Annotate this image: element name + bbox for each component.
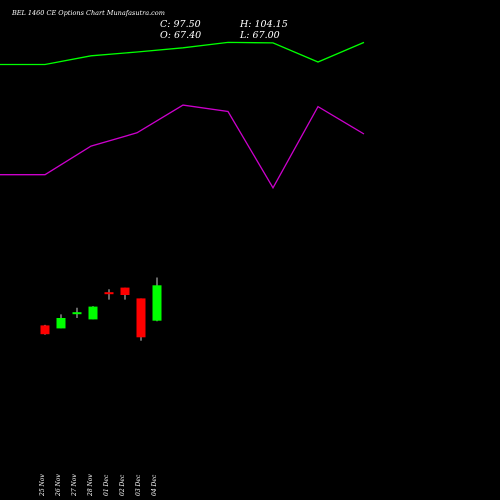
x-tick-label: 25 Nov: [39, 474, 46, 497]
candle-body: [56, 318, 66, 329]
candle-body: [152, 285, 162, 321]
x-tick-label: 27 Nov: [71, 474, 78, 497]
x-tick-label: 02 Dec: [119, 474, 126, 496]
candle-01-dec: [104, 289, 114, 300]
x-axis-labels: 25 Nov 26 Nov 27 Nov 28 Nov 01 Dec 02 Dec 03 D…: [39, 474, 158, 497]
candle-body: [120, 287, 130, 295]
candle-25-nov: [40, 324, 50, 335]
close-value: C: 97.50: [160, 19, 201, 30]
low-value: L: 67.00: [239, 30, 280, 41]
candle-body: [72, 312, 82, 315]
candles-layer: [40, 277, 162, 341]
candle-body: [104, 292, 114, 295]
lower-band-line: [0, 104, 365, 190]
x-tick-label: 04 Dec: [151, 474, 158, 496]
x-tick-label: 26 Nov: [55, 474, 62, 497]
x-tick-label: 28 Nov: [87, 474, 94, 497]
chart-title: BEL 1460 CE Options Chart Munafasutra.co…: [11, 9, 165, 17]
high-value: H: 104.15: [239, 19, 288, 30]
candle-26-nov: [56, 314, 66, 329]
candle-02-dec: [120, 287, 130, 300]
candle-04-dec: [152, 277, 162, 322]
x-tick-label: 03 Dec: [135, 474, 142, 496]
upper-band-line: [0, 41, 365, 66]
candle-body: [136, 298, 146, 338]
x-tick-label: 01 Dec: [103, 474, 110, 496]
candle-body: [40, 325, 50, 335]
candle-body: [88, 306, 98, 320]
open-value: O: 67.40: [160, 30, 201, 41]
candle-28-nov: [88, 306, 98, 320]
candle-03-dec: [136, 298, 146, 341]
bands-layer: [0, 41, 365, 190]
candle-27-nov: [72, 307, 82, 318]
